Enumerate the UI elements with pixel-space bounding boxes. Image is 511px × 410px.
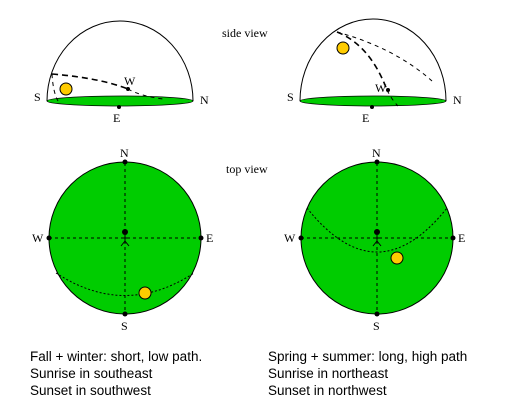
- east-label: E: [458, 231, 465, 245]
- east-point: [198, 235, 204, 241]
- sun-path: [55, 272, 195, 296]
- west-point: [298, 235, 304, 241]
- spring-summer-caption: Spring + summer: long, high path Sunrise…: [268, 348, 467, 399]
- east-point: [450, 235, 456, 241]
- north-point: [122, 159, 128, 165]
- north-label: N: [200, 93, 209, 107]
- observer-icon: [372, 235, 382, 247]
- sun-path: [306, 207, 448, 253]
- caption-line: Sunrise in northeast: [268, 366, 389, 381]
- east-point: [370, 105, 374, 109]
- side-view-heading: side view: [222, 26, 268, 40]
- west-point: [46, 235, 52, 241]
- observer-icon: [120, 235, 130, 247]
- sun-path-set: [127, 88, 164, 100]
- sun-icon: [59, 82, 73, 96]
- caption-line: Fall + winter: short, low path.: [30, 349, 203, 364]
- west-label: W: [284, 231, 296, 245]
- top-view-spring-summer: N S W E: [284, 146, 465, 333]
- caption-line: Sunset in northwest: [268, 383, 387, 398]
- south-label: S: [121, 319, 128, 333]
- caption-line: Sunset in southwest: [30, 383, 151, 398]
- ground-disk: [299, 95, 447, 107]
- sun-path-arc: [336, 31, 433, 82]
- observer-head: [374, 229, 380, 235]
- west-point: [126, 87, 130, 91]
- north-label: N: [120, 146, 129, 160]
- north-label: N: [372, 146, 381, 160]
- north-point: [374, 159, 380, 165]
- sun-path: [51, 73, 129, 90]
- side-view-spring-summer: S W E N: [287, 18, 462, 125]
- top-view-fall-winter: N S W E: [32, 146, 213, 333]
- sun-icon: [336, 41, 350, 55]
- south-point: [122, 311, 128, 317]
- sun-icon: [138, 286, 152, 300]
- east-point: [117, 105, 121, 109]
- observer-head: [122, 229, 128, 235]
- fall-winter-caption: Fall + winter: short, low path. Sunrise …: [30, 348, 202, 399]
- sun-path-rise: [51, 73, 59, 102]
- top-view-heading: top view: [226, 162, 268, 176]
- east-label: E: [362, 111, 369, 125]
- west-label: W: [124, 74, 136, 88]
- sky-dome: [299, 18, 447, 102]
- ground-disk: [46, 95, 194, 107]
- west-label: W: [32, 231, 44, 245]
- sky-dome: [46, 20, 194, 102]
- side-view-fall-winter: S W E N: [34, 20, 209, 125]
- south-label: S: [287, 90, 294, 104]
- sun-icon: [390, 251, 404, 265]
- south-label: S: [373, 319, 380, 333]
- north-label: N: [453, 93, 462, 107]
- west-point: [386, 88, 390, 92]
- south-label: S: [34, 90, 41, 104]
- caption-line: Spring + summer: long, high path: [268, 349, 468, 364]
- caption-line: Sunrise in southeast: [30, 366, 153, 381]
- east-label: E: [206, 231, 213, 245]
- south-point: [374, 311, 380, 317]
- east-label: E: [113, 111, 120, 125]
- west-label: W: [375, 81, 387, 95]
